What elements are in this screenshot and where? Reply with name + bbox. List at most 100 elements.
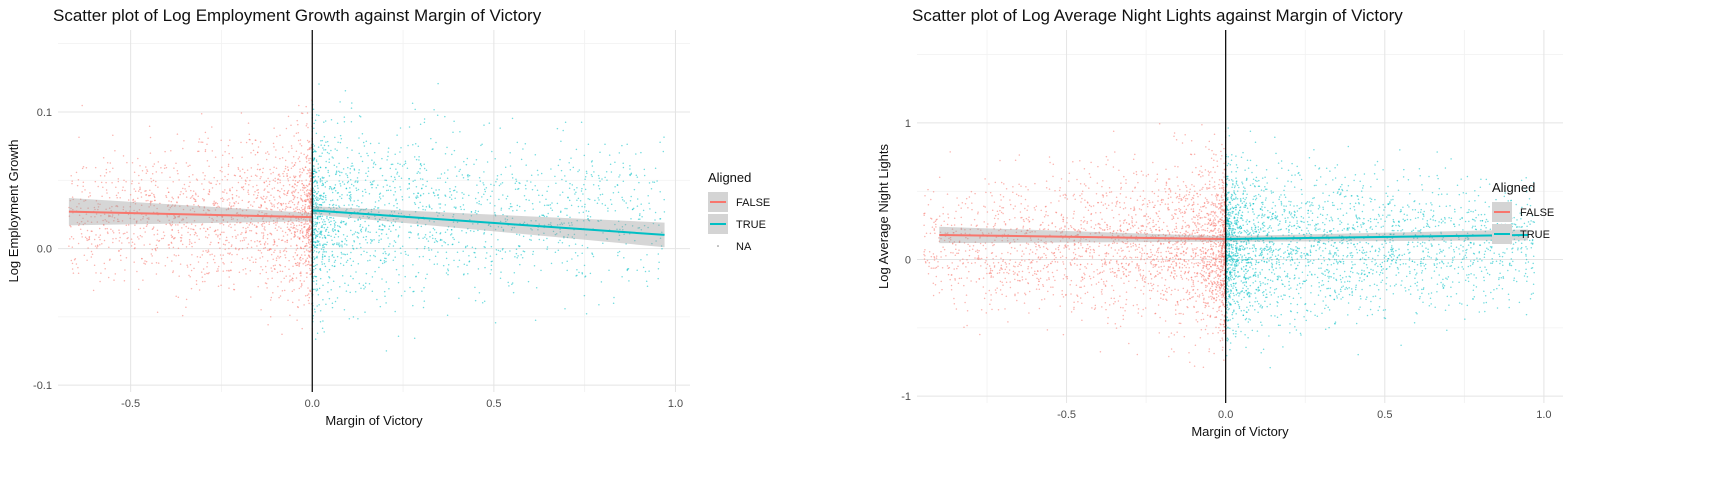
data-point: [237, 167, 239, 169]
data-point: [81, 236, 83, 238]
data-point: [979, 258, 981, 260]
data-point: [336, 166, 338, 168]
data-point: [461, 230, 463, 232]
data-point: [300, 286, 302, 288]
data-point: [452, 132, 454, 134]
data-point: [304, 192, 306, 194]
data-point: [966, 294, 968, 296]
data-point: [255, 175, 257, 177]
data-point: [1218, 231, 1220, 233]
data-point: [366, 140, 368, 142]
data-point: [613, 302, 615, 304]
data-point: [278, 297, 280, 299]
data-point: [1010, 287, 1012, 289]
data-point: [262, 269, 264, 271]
data-point: [301, 222, 303, 224]
data-point: [1073, 258, 1075, 260]
data-point: [1194, 223, 1196, 225]
data-point: [308, 184, 310, 186]
data-point: [1130, 246, 1132, 248]
data-point: [1161, 261, 1163, 263]
data-point: [555, 251, 557, 253]
data-point: [73, 272, 75, 274]
data-point: [647, 286, 649, 288]
data-point: [235, 236, 237, 238]
data-point: [286, 206, 288, 208]
data-point: [1212, 245, 1214, 247]
data-point: [328, 145, 330, 147]
data-point: [564, 308, 566, 310]
data-point: [317, 333, 319, 335]
data-point: [1136, 249, 1138, 251]
data-point: [408, 196, 410, 198]
data-point: [547, 246, 549, 248]
data-point: [510, 206, 512, 208]
data-point: [431, 188, 433, 190]
data-point: [522, 148, 524, 150]
data-point: [449, 197, 451, 199]
data-point: [941, 225, 943, 227]
data-point: [1152, 191, 1154, 193]
data-point: [96, 247, 98, 249]
data-point: [600, 194, 602, 196]
data-point: [308, 158, 310, 160]
data-point: [419, 202, 421, 204]
data-point: [375, 164, 377, 166]
data-point: [272, 172, 274, 174]
data-point: [614, 161, 616, 163]
data-point: [1004, 221, 1006, 223]
data-point: [1218, 228, 1220, 230]
data-point: [331, 251, 333, 253]
data-point: [313, 182, 315, 184]
data-point: [309, 175, 311, 177]
data-point: [1163, 222, 1165, 224]
data-point: [343, 265, 345, 267]
data-point: [255, 154, 257, 156]
data-point: [324, 145, 326, 147]
data-point: [380, 167, 382, 169]
data-point: [1208, 261, 1210, 263]
data-point: [1023, 221, 1025, 223]
data-point: [215, 203, 217, 205]
data-point: [409, 183, 411, 185]
data-point: [1047, 271, 1049, 273]
data-point: [72, 196, 74, 198]
data-point: [182, 315, 184, 317]
data-point: [496, 254, 498, 256]
data-point: [265, 241, 267, 243]
data-point: [478, 203, 480, 205]
data-point: [1090, 249, 1092, 251]
data-point: [288, 180, 290, 182]
data-point: [343, 234, 345, 236]
data-point: [453, 239, 455, 241]
data-point: [151, 201, 153, 203]
data-point: [283, 235, 285, 237]
data-point: [86, 240, 88, 242]
data-point: [190, 264, 192, 266]
data-point: [194, 234, 196, 236]
data-point: [290, 227, 292, 229]
data-point: [252, 223, 254, 225]
data-point: [264, 201, 266, 203]
data-point: [1173, 351, 1175, 353]
data-point: [1188, 293, 1190, 295]
data-point: [197, 256, 199, 258]
data-point: [301, 172, 303, 174]
data-point: [945, 255, 947, 257]
data-point: [316, 230, 318, 232]
data-point: [475, 198, 477, 200]
data-point: [386, 159, 388, 161]
data-point: [273, 204, 275, 206]
data-point: [437, 194, 439, 196]
data-point: [348, 204, 350, 206]
data-point: [83, 166, 85, 168]
data-point: [390, 168, 392, 170]
data-point: [101, 195, 103, 197]
data-point: [637, 176, 639, 178]
data-point: [324, 201, 326, 203]
data-point: [295, 180, 297, 182]
data-point: [1205, 329, 1207, 331]
data-point: [1184, 134, 1186, 136]
data-point: [316, 288, 318, 290]
data-point: [407, 167, 409, 169]
